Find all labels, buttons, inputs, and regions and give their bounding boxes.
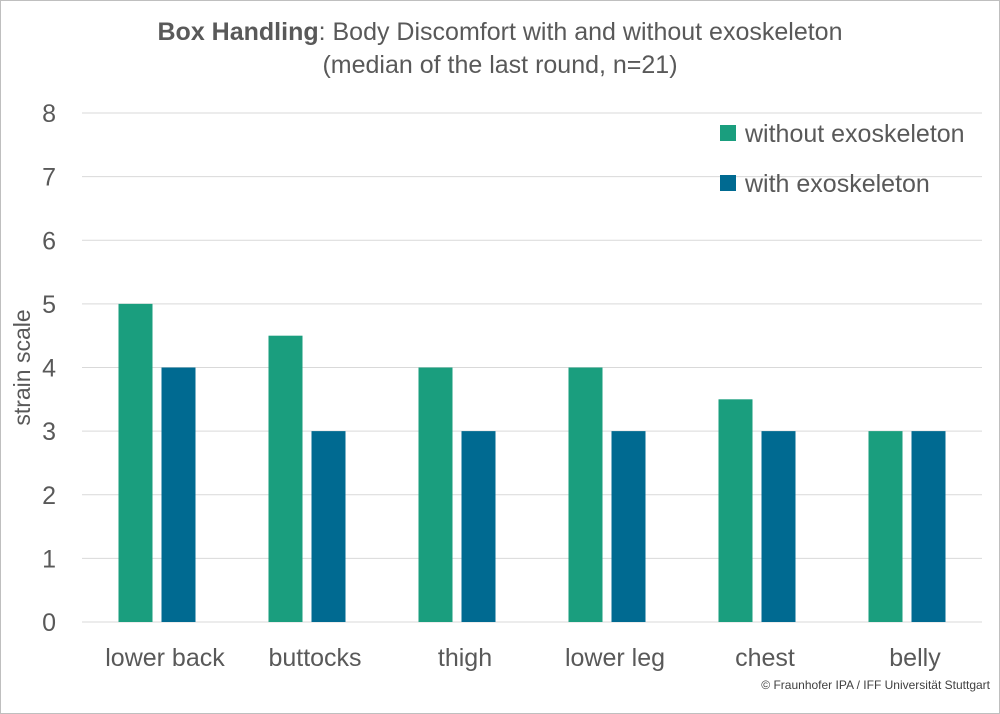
x-tick-label: chest bbox=[735, 644, 795, 672]
bar-without-belly bbox=[868, 431, 903, 622]
bar-with-lower-leg bbox=[611, 431, 646, 622]
bar-without-lower-leg bbox=[568, 367, 603, 622]
title-bold: Box Handling bbox=[157, 18, 319, 46]
bar-without-thigh bbox=[418, 367, 453, 622]
y-tick-label: 8 bbox=[42, 100, 56, 128]
copyright-note: © Fraunhofer IPA / IFF Universität Stutt… bbox=[761, 678, 990, 692]
y-tick-label: 7 bbox=[42, 164, 56, 192]
bar-with-buttocks bbox=[311, 431, 346, 622]
x-tick-label: buttocks bbox=[268, 644, 361, 672]
title-rest: : Body Discomfort with and without exosk… bbox=[318, 18, 843, 46]
y-tick-label: 4 bbox=[42, 355, 56, 383]
x-tick-label: belly bbox=[889, 644, 941, 672]
chart-title: Box Handling: Body Discomfort with and w… bbox=[0, 16, 1000, 82]
bar-with-thigh bbox=[461, 431, 496, 622]
y-tick-label: 0 bbox=[42, 609, 56, 637]
title-line-2: (median of the last round, n=21) bbox=[322, 51, 678, 79]
y-tick-label: 1 bbox=[42, 545, 56, 573]
legend-label: with exoskeleton bbox=[744, 170, 930, 198]
bar-without-buttocks bbox=[268, 335, 303, 622]
y-tick-label: 6 bbox=[42, 227, 56, 255]
y-axis-label: strain scale bbox=[9, 309, 35, 425]
x-tick-label: lower back bbox=[105, 644, 225, 672]
y-tick-label: 3 bbox=[42, 418, 56, 446]
bar-with-chest bbox=[761, 431, 796, 622]
y-tick-label: 5 bbox=[42, 291, 56, 319]
legend-swatch bbox=[720, 175, 736, 191]
x-tick-label: thigh bbox=[438, 644, 492, 672]
title-line-1: Box Handling: Body Discomfort with and w… bbox=[0, 16, 1000, 49]
legend-swatch bbox=[720, 125, 736, 141]
x-tick-label: lower leg bbox=[565, 644, 665, 672]
bar-with-belly bbox=[911, 431, 946, 622]
y-tick-label: 2 bbox=[42, 482, 56, 510]
bar-without-lower-back bbox=[118, 303, 153, 622]
legend-label: without exoskeleton bbox=[744, 120, 965, 148]
bar-without-chest bbox=[718, 399, 753, 622]
bar-with-lower-back bbox=[161, 367, 196, 622]
